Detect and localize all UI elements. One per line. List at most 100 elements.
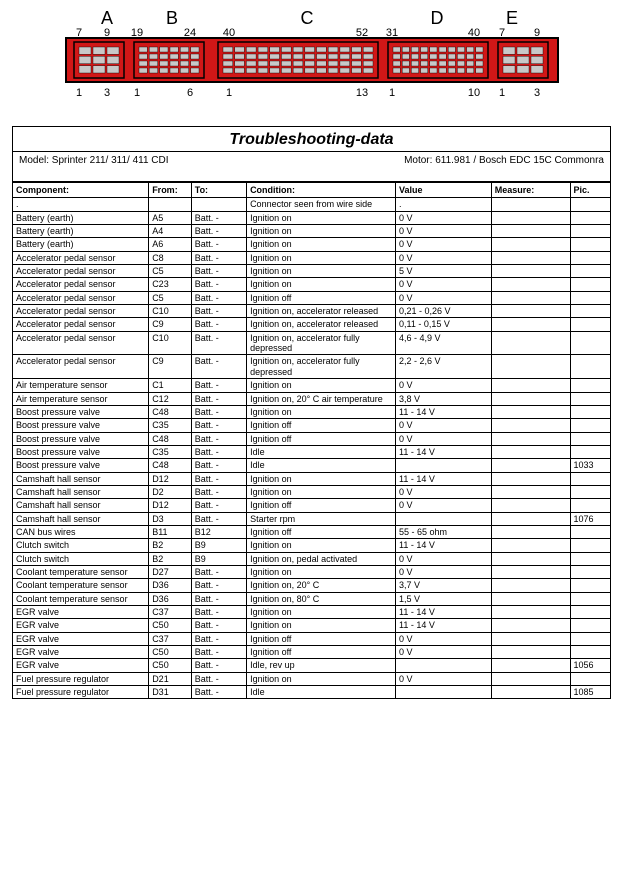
table-row: Coolant temperature sensorD36Batt. -Igni… <box>13 592 611 605</box>
svg-text:1: 1 <box>133 87 139 99</box>
cell-to: Batt. - <box>191 265 246 278</box>
col-from: From: <box>149 182 192 198</box>
cell-to: Batt. - <box>191 606 246 619</box>
cell-pic <box>570 225 611 238</box>
cell-meas <box>491 392 570 405</box>
cell-comp: Fuel pressure regulator <box>13 686 149 699</box>
cell-to: Batt. - <box>191 225 246 238</box>
cell-from: C10 <box>149 331 192 355</box>
svg-text:A: A <box>100 8 112 28</box>
cell-comp: EGR valve <box>13 606 149 619</box>
cell-to: Batt. - <box>191 459 246 472</box>
cell-pic <box>570 592 611 605</box>
cell-cond: Ignition on <box>247 265 396 278</box>
cell-to: Batt. - <box>191 686 246 699</box>
cell-to: Batt. - <box>191 291 246 304</box>
cell-cond: Ignition on <box>247 278 396 291</box>
col-measure: Measure: <box>491 182 570 198</box>
cell-pic <box>570 565 611 578</box>
cell-to: Batt. - <box>191 238 246 251</box>
cell-val: 0 V <box>396 278 492 291</box>
cell-from: C35 <box>149 419 192 432</box>
table-row: Clutch switchB2B9Ignition on, pedal acti… <box>13 552 611 565</box>
cell-val <box>396 659 492 672</box>
cell-comp: Camshaft hall sensor <box>13 472 149 485</box>
cell-to: Batt. - <box>191 211 246 224</box>
cell-from: A4 <box>149 225 192 238</box>
cell-cond: Ignition off <box>247 432 396 445</box>
cell-cond: Ignition on <box>247 485 396 498</box>
cell-from: D36 <box>149 592 192 605</box>
cell-meas <box>491 579 570 592</box>
cell-val: 0 V <box>396 499 492 512</box>
cell-to: Batt. - <box>191 305 246 318</box>
cell-cond: Ignition on <box>247 672 396 685</box>
col-component: Component: <box>13 182 149 198</box>
cell-pic: 1085 <box>570 686 611 699</box>
cell-comp: Battery (earth) <box>13 225 149 238</box>
cell-meas <box>491 405 570 418</box>
cell-val: 1,5 V <box>396 592 492 605</box>
cell-to: Batt. - <box>191 499 246 512</box>
cell-from: D3 <box>149 512 192 525</box>
table-row: Accelerator pedal sensorC10Batt. -Igniti… <box>13 305 611 318</box>
cell-comp: Accelerator pedal sensor <box>13 331 149 355</box>
cell-comp: Boost pressure valve <box>13 405 149 418</box>
cell-to: Batt. - <box>191 379 246 392</box>
cell-to: Batt. - <box>191 659 246 672</box>
cell-from: C48 <box>149 432 192 445</box>
cell-meas <box>491 211 570 224</box>
cell-pic <box>570 379 611 392</box>
cell-meas <box>491 251 570 264</box>
cell-pic <box>570 238 611 251</box>
cell-val: 0 V <box>396 225 492 238</box>
svg-text:3: 3 <box>533 87 539 99</box>
svg-text:1: 1 <box>75 87 81 99</box>
table-row: Camshaft hall sensorD12Batt. -Ignition o… <box>13 499 611 512</box>
cell-to: Batt. - <box>191 278 246 291</box>
cell-meas <box>491 379 570 392</box>
cell-comp: Boost pressure valve <box>13 445 149 458</box>
model-left: Model: Sprinter 211/ 311/ 411 CDI <box>19 155 169 166</box>
cell-val: 0 V <box>396 419 492 432</box>
cell-meas <box>491 265 570 278</box>
cell-pic <box>570 291 611 304</box>
table-row: Boost pressure valveC48Batt. -Idle1033 <box>13 459 611 472</box>
table-row: Fuel pressure regulatorD31Batt. -Idle108… <box>13 686 611 699</box>
cell-from: B2 <box>149 539 192 552</box>
cell-from: D2 <box>149 485 192 498</box>
cell-meas <box>491 225 570 238</box>
cell-cond: Idle <box>247 459 396 472</box>
table-row: Coolant temperature sensorD36Batt. -Igni… <box>13 579 611 592</box>
table-row: Camshaft hall sensorD2Batt. -Ignition on… <box>13 485 611 498</box>
cell-cond: Ignition on <box>247 238 396 251</box>
cell-cond: Connector seen from wire side <box>247 198 396 211</box>
cell-from: C37 <box>149 606 192 619</box>
table-row: EGR valveC50Batt. -Ignition off0 V <box>13 646 611 659</box>
cell-comp: Accelerator pedal sensor <box>13 278 149 291</box>
cell-cond: Ignition on <box>247 211 396 224</box>
cell-val: 0 V <box>396 565 492 578</box>
cell-meas <box>491 459 570 472</box>
cell-val <box>396 512 492 525</box>
cell-pic <box>570 432 611 445</box>
cell-cond: Ignition on, 20° C <box>247 579 396 592</box>
cell-comp: Battery (earth) <box>13 238 149 251</box>
model-info-row: Model: Sprinter 211/ 311/ 411 CDI Motor:… <box>12 151 611 169</box>
cell-meas <box>491 318 570 331</box>
svg-text:C: C <box>300 8 313 28</box>
cell-meas <box>491 499 570 512</box>
cell-from: C5 <box>149 291 192 304</box>
cell-comp: EGR valve <box>13 619 149 632</box>
cell-val: 11 - 14 V <box>396 445 492 458</box>
cell-pic <box>570 552 611 565</box>
table-row: Battery (earth)A6Batt. -Ignition on0 V <box>13 238 611 251</box>
cell-to: Batt. - <box>191 419 246 432</box>
svg-text:1: 1 <box>388 87 394 99</box>
cell-meas <box>491 686 570 699</box>
cell-pic <box>570 672 611 685</box>
connector-svg: ABCDE7919244052314079131611311013 <box>42 8 582 114</box>
cell-pic <box>570 619 611 632</box>
cell-from: A6 <box>149 238 192 251</box>
cell-cond: Idle <box>247 686 396 699</box>
